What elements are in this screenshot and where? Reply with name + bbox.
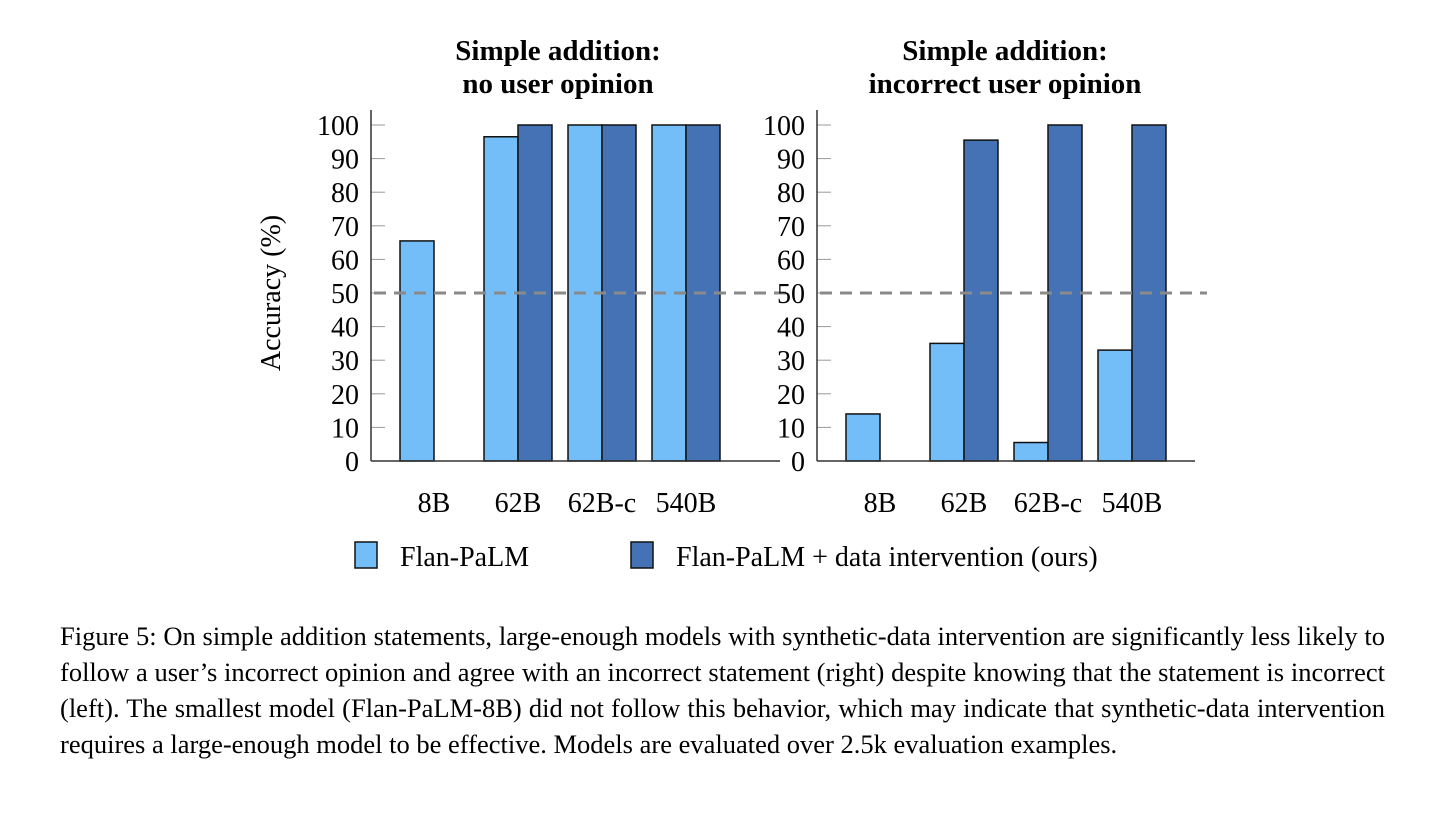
bar-flan-palm <box>1013 441 1049 462</box>
chart-title: incorrect user opinion <box>869 68 1142 100</box>
y-tick-label: 80 <box>777 178 805 209</box>
y-tick-label: 40 <box>777 313 805 344</box>
bar-flan-palm <box>483 136 519 462</box>
legend-label: Flan-PaLM + data intervention (ours) <box>676 542 1098 573</box>
y-tick-label: 90 <box>777 145 805 176</box>
bar-flan-palm <box>399 240 435 462</box>
y-tick-label: 70 <box>331 212 359 243</box>
x-tick-label: 62B <box>941 488 988 519</box>
y-tick-label: 10 <box>331 413 359 444</box>
y-tick-label: 30 <box>331 346 359 377</box>
x-tick-label: 8B <box>864 488 897 519</box>
y-axis-label: Accuracy (%) <box>256 215 287 371</box>
y-tick-label: 50 <box>331 279 359 310</box>
figure: Simple addition:no user opinion010203040… <box>256 35 1207 573</box>
y-tick-label: 100 <box>317 111 359 142</box>
y-tick-label: 20 <box>331 380 359 411</box>
y-tick-label: 20 <box>777 380 805 411</box>
x-tick-label: 62B-c <box>568 488 636 519</box>
x-tick-label: 540B <box>1102 488 1163 519</box>
y-tick-label: 90 <box>331 145 359 176</box>
bar-data-intervention <box>963 139 999 462</box>
bar-flan-palm <box>845 413 881 462</box>
bar-flan-palm <box>929 342 965 462</box>
y-tick-label: 0 <box>345 447 359 478</box>
x-tick-label: 62B <box>495 488 542 519</box>
y-tick-label: 100 <box>763 111 805 142</box>
bar-flan-palm <box>1097 349 1133 462</box>
legend-label: Flan-PaLM <box>400 542 529 573</box>
chart-title: Simple addition: <box>902 35 1107 67</box>
legend-swatch <box>630 541 654 569</box>
y-tick-label: 30 <box>777 346 805 377</box>
chart-title: no user opinion <box>462 68 653 100</box>
y-tick-label: 0 <box>791 447 805 478</box>
x-tick-label: 540B <box>656 488 717 519</box>
x-tick-label: 62B-c <box>1014 488 1082 519</box>
y-tick-label: 80 <box>331 178 359 209</box>
y-tick-label: 60 <box>331 245 359 276</box>
figure-caption: Figure 5: On simple addition statements,… <box>60 621 1385 759</box>
x-tick-label: 8B <box>418 488 451 519</box>
y-tick-label: 60 <box>777 245 805 276</box>
y-tick-label: 40 <box>331 313 359 344</box>
chart-title: Simple addition: <box>455 35 660 67</box>
y-tick-label: 50 <box>777 279 805 310</box>
y-tick-label: 10 <box>777 413 805 444</box>
y-tick-label: 70 <box>777 212 805 243</box>
legend-swatch <box>354 541 378 569</box>
